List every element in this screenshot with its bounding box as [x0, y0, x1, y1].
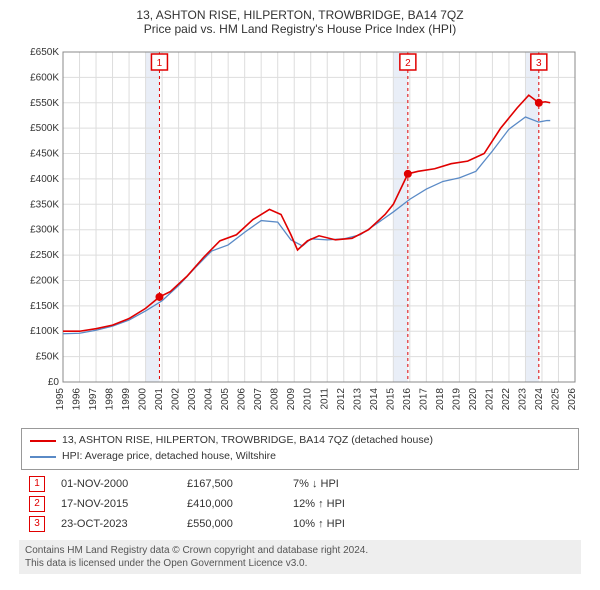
svg-text:2020: 2020 [468, 388, 479, 411]
table-row: 2 17-NOV-2015 £410,000 12% ↑ HPI [25, 494, 575, 514]
svg-text:£250K: £250K [30, 250, 59, 261]
txn-marker-icon: 1 [29, 476, 45, 492]
svg-text:2010: 2010 [303, 388, 314, 411]
txn-price: £410,000 [187, 498, 277, 510]
txn-delta: 10% ↑ HPI [293, 518, 403, 530]
svg-text:2023: 2023 [517, 388, 528, 411]
legend-row-blue: HPI: Average price, detached house, Wilt… [30, 449, 570, 465]
table-row: 3 23-OCT-2023 £550,000 10% ↑ HPI [25, 514, 575, 534]
svg-text:£650K: £650K [30, 47, 59, 58]
svg-text:2013: 2013 [352, 388, 363, 411]
svg-text:£500K: £500K [30, 123, 59, 134]
svg-text:1995: 1995 [55, 388, 66, 411]
svg-text:£600K: £600K [30, 72, 59, 83]
svg-text:2019: 2019 [451, 388, 462, 411]
svg-text:£0: £0 [48, 377, 60, 388]
legend-swatch-icon [30, 440, 56, 442]
svg-text:2009: 2009 [286, 388, 297, 411]
svg-text:£50K: £50K [36, 352, 60, 363]
svg-text:£550K: £550K [30, 98, 59, 109]
svg-text:£400K: £400K [30, 174, 59, 185]
svg-text:2003: 2003 [187, 388, 198, 411]
svg-text:2016: 2016 [402, 388, 413, 411]
svg-text:2002: 2002 [171, 388, 182, 411]
svg-text:£200K: £200K [30, 275, 59, 286]
svg-text:2022: 2022 [501, 388, 512, 411]
svg-text:2025: 2025 [550, 388, 561, 411]
txn-marker-icon: 3 [29, 516, 45, 532]
svg-text:2017: 2017 [418, 388, 429, 411]
svg-text:2012: 2012 [336, 388, 347, 411]
svg-text:2: 2 [405, 58, 411, 69]
svg-text:2007: 2007 [253, 388, 264, 411]
svg-text:1999: 1999 [121, 388, 132, 411]
svg-text:£100K: £100K [30, 326, 59, 337]
svg-text:£350K: £350K [30, 199, 59, 210]
transaction-table: 1 01-NOV-2000 £167,500 7% ↓ HPI 2 17-NOV-2015… [25, 474, 575, 534]
txn-price: £550,000 [187, 518, 277, 530]
txn-delta: 7% ↓ HPI [293, 478, 403, 490]
svg-text:2026: 2026 [567, 388, 578, 411]
page-title: 13, ASHTON RISE, HILPERTON, TROWBRIDGE, … [8, 8, 592, 22]
svg-text:2021: 2021 [484, 388, 495, 411]
svg-text:1996: 1996 [72, 388, 83, 411]
footer-attribution: Contains HM Land Registry data © Crown c… [19, 540, 581, 574]
txn-price: £167,500 [187, 478, 277, 490]
svg-text:2024: 2024 [534, 388, 545, 411]
footer-line: Contains HM Land Registry data © Crown c… [25, 544, 575, 557]
legend-row-red: 13, ASHTON RISE, HILPERTON, TROWBRIDGE, … [30, 433, 570, 449]
svg-text:2001: 2001 [154, 388, 165, 411]
legend-red-label: 13, ASHTON RISE, HILPERTON, TROWBRIDGE, … [62, 433, 433, 449]
svg-text:2014: 2014 [369, 388, 380, 411]
txn-marker-icon: 2 [29, 496, 45, 512]
svg-text:3: 3 [536, 58, 542, 69]
svg-text:2006: 2006 [237, 388, 248, 411]
txn-delta: 12% ↑ HPI [293, 498, 403, 510]
svg-text:2008: 2008 [270, 388, 281, 411]
svg-text:1: 1 [157, 58, 163, 69]
svg-text:2018: 2018 [435, 388, 446, 411]
txn-date: 01-NOV-2000 [61, 478, 171, 490]
legend: 13, ASHTON RISE, HILPERTON, TROWBRIDGE, … [21, 428, 579, 470]
txn-date: 23-OCT-2023 [61, 518, 171, 530]
svg-text:£150K: £150K [30, 301, 59, 312]
footer-line: This data is licensed under the Open Gov… [25, 557, 575, 570]
svg-text:2004: 2004 [204, 388, 215, 411]
legend-swatch-icon [30, 456, 56, 458]
svg-text:£450K: £450K [30, 149, 59, 160]
txn-date: 17-NOV-2015 [61, 498, 171, 510]
svg-text:1998: 1998 [105, 388, 116, 411]
svg-text:2000: 2000 [138, 388, 149, 411]
price-chart: £0 £50K £100K £150K £200K £250K £300K £350K £400… [15, 42, 585, 422]
svg-text:2005: 2005 [220, 388, 231, 411]
legend-blue-label: HPI: Average price, detached house, Wilt… [62, 449, 276, 465]
page-subtitle: Price paid vs. HM Land Registry's House … [8, 22, 592, 36]
svg-text:2011: 2011 [319, 388, 330, 410]
svg-text:£300K: £300K [30, 225, 59, 236]
svg-text:2015: 2015 [385, 388, 396, 411]
svg-text:1997: 1997 [88, 388, 99, 411]
table-row: 1 01-NOV-2000 £167,500 7% ↓ HPI [25, 474, 575, 494]
